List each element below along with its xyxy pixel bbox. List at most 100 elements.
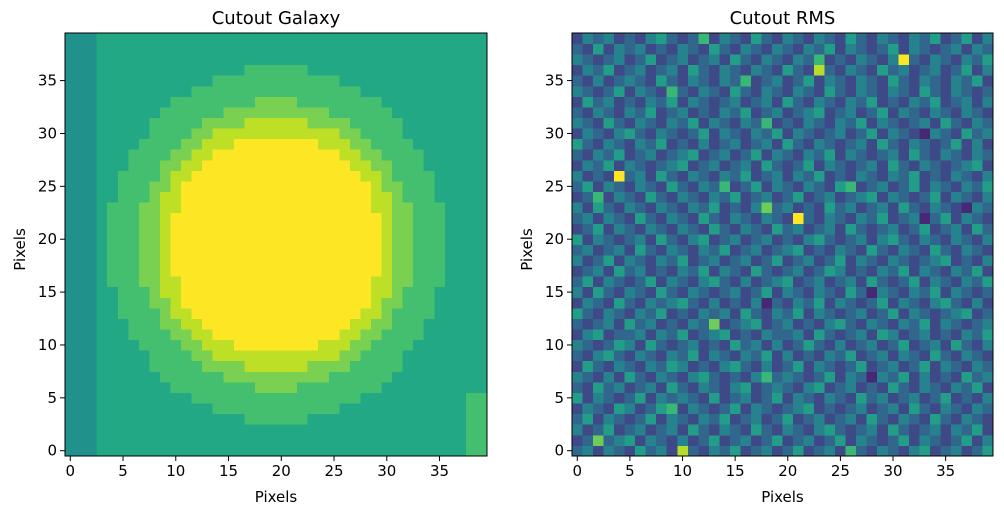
pixel-cell — [202, 265, 214, 277]
pixel-cell — [318, 159, 330, 171]
pixel-cell — [159, 329, 171, 341]
pixel-cell — [360, 350, 372, 362]
pixel-cell — [328, 159, 340, 171]
pixel-cell — [750, 117, 762, 129]
pixel-cell — [128, 307, 140, 319]
pixel-cell — [740, 138, 752, 150]
pixel-cell — [434, 244, 446, 256]
pixel-cell — [624, 212, 636, 224]
pixel-cell — [286, 403, 298, 415]
pixel-cell — [603, 329, 615, 341]
pixel-cell — [86, 117, 98, 129]
pixel-cell — [982, 75, 994, 87]
pixel-cell — [370, 307, 382, 319]
pixel-cell — [413, 265, 425, 277]
pixel-cell — [476, 107, 488, 118]
pixel-cell — [276, 191, 287, 203]
pixel-cell — [677, 107, 689, 118]
pixel-cell — [929, 170, 941, 182]
pixel-cell — [845, 265, 857, 277]
pixel-cell — [149, 96, 161, 108]
pixel-cell — [929, 64, 941, 76]
pixel-cell — [159, 75, 171, 87]
pixel-cell — [572, 149, 583, 161]
pixel-cell — [181, 96, 192, 108]
pixel-cell — [835, 223, 847, 235]
pixel-cell — [381, 244, 393, 256]
pixel-cell — [339, 64, 351, 76]
pixel-cell — [961, 244, 973, 256]
pixel-cell — [614, 212, 626, 224]
pixel-cell — [750, 128, 762, 140]
pixel-cell — [202, 75, 214, 87]
pixel-cell — [887, 64, 899, 76]
pixel-cell — [159, 117, 171, 129]
pixel-cell — [645, 403, 657, 415]
pixel-cell — [961, 117, 973, 129]
pixel-cell — [614, 360, 626, 372]
pixel-cell — [666, 54, 678, 66]
pixel-cell — [265, 149, 277, 161]
pixel-cell — [971, 339, 983, 351]
pixel-cell — [582, 339, 594, 351]
pixel-cell — [740, 445, 752, 457]
pixel-cell — [887, 381, 899, 393]
pixel-cell — [961, 202, 973, 214]
pixel-cell — [645, 212, 657, 224]
pixel-cell — [971, 191, 983, 203]
pixel-cell — [677, 413, 689, 425]
pixel-cell — [465, 286, 477, 298]
pixel-cell — [729, 318, 741, 330]
pixel-cell — [307, 107, 319, 118]
pixel-cell — [719, 212, 731, 224]
pixel-cell — [971, 107, 983, 118]
pixel-cell — [434, 43, 446, 55]
pixel-cell — [423, 350, 435, 362]
pixel-cell — [887, 202, 899, 214]
pixel-cell — [117, 107, 129, 118]
pixel-cell — [677, 360, 689, 372]
pixel-cell — [276, 371, 287, 383]
pixel-cell — [740, 75, 752, 87]
pixel-cell — [413, 96, 425, 108]
pixel-cell — [708, 75, 720, 87]
pixel-cell — [392, 233, 403, 245]
pixel-cell — [286, 54, 298, 66]
pixel-cell — [276, 350, 287, 362]
pixel-cell — [908, 33, 920, 44]
pixel-cell — [297, 392, 309, 404]
pixel-cell — [455, 33, 467, 44]
pixel-cell — [898, 159, 910, 171]
pixel-cell — [465, 392, 477, 404]
pixel-cell — [877, 445, 889, 457]
pixel-cell — [370, 392, 382, 404]
pixel-cell — [919, 381, 931, 393]
pixel-cell — [698, 107, 710, 118]
pixel-cell — [908, 54, 920, 66]
pixel-cell — [708, 64, 720, 76]
pixel-cell — [254, 212, 266, 224]
chart-title: Cutout RMS — [730, 8, 836, 29]
pixel-cell — [761, 276, 773, 288]
pixel-cell — [961, 276, 973, 288]
pixel-cell — [824, 413, 836, 425]
pixel-cell — [181, 117, 192, 129]
x-tick-label: 30 — [883, 462, 902, 480]
pixel-cell — [349, 212, 361, 224]
pixel-cell — [244, 138, 256, 150]
pixel-cell — [444, 85, 456, 97]
pixel-cell — [624, 286, 636, 298]
pixel-cell — [803, 85, 815, 97]
pixel-cell — [402, 318, 414, 330]
pixel-cell — [656, 54, 668, 66]
pixel-cell — [708, 181, 720, 193]
pixel-cell — [572, 117, 583, 129]
pixel-cell — [233, 181, 245, 193]
pixel-cell — [370, 107, 382, 118]
pixel-cell — [159, 181, 171, 193]
pixel-cell — [624, 170, 636, 182]
pixel-cell — [666, 149, 678, 161]
pixel-cell — [708, 255, 720, 267]
pixel-cell — [845, 392, 857, 404]
pixel-cell — [128, 33, 140, 44]
